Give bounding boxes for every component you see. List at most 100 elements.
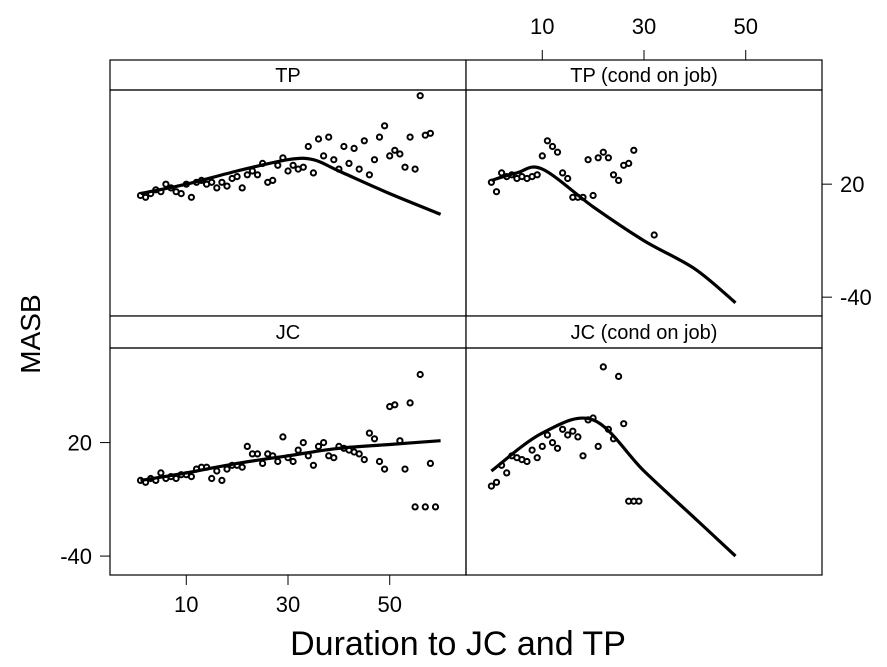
point-jc-17 [223, 465, 231, 473]
point-jc-43 [355, 450, 363, 458]
point-tp-51 [396, 150, 404, 158]
point-tp-29 [284, 167, 292, 175]
point-tp-cond-15 [564, 174, 572, 183]
point-tp-16 [218, 178, 226, 186]
point-jc-cond-16 [569, 427, 577, 435]
smooth-curve-tp [140, 156, 442, 216]
panel-jc-cond [465, 347, 823, 576]
point-tp-cond-14 [559, 169, 567, 177]
point-jc-4 [157, 469, 165, 477]
panel-marks-tp [136, 92, 442, 216]
strip-tp [109, 59, 467, 91]
point-tp-cond-23 [604, 154, 613, 162]
point-jc-cond-13 [553, 444, 562, 452]
point-jc-30 [289, 457, 297, 466]
point-tp-cond-25 [615, 176, 623, 184]
smooth-curve-tp-cond [490, 165, 737, 305]
point-jc-36 [320, 439, 328, 447]
point-tp-cond-28 [630, 146, 638, 154]
point-jc-cond-0 [487, 482, 495, 490]
panel-marks-jc-cond [487, 363, 737, 558]
point-tp-33 [304, 142, 312, 151]
point-jc-56 [421, 503, 429, 511]
point-tp-34 [309, 169, 317, 177]
point-tp-30 [289, 161, 297, 169]
point-tp-cond-27 [625, 159, 633, 167]
point-tp-cond-11 [543, 137, 552, 145]
smooth-curve-jc-cond [490, 416, 737, 558]
strip-title-jc-cond: JC (cond on job) [571, 322, 718, 344]
axis-ticks: 10 10 30 30 50 50 20 20 -40 -40 [60, 14, 872, 617]
strip-title-jc: JC [276, 322, 300, 344]
point-jc-cond-11 [543, 431, 552, 439]
point-jc-34 [309, 461, 317, 469]
point-jc-28 [279, 433, 287, 441]
point-jc-cond-25 [615, 372, 623, 380]
point-tp-cond-24 [609, 171, 618, 179]
point-tp-54 [411, 165, 419, 173]
point-tp-46 [370, 156, 379, 164]
point-jc-cond-18 [579, 452, 587, 460]
point-tp-43 [355, 165, 363, 173]
point-jc-cond-1 [492, 478, 501, 486]
point-tp-40 [340, 142, 348, 151]
point-jc-48 [381, 465, 389, 473]
point-tp-cond-1 [492, 188, 501, 196]
point-jc-27 [274, 457, 282, 466]
point-tp-44 [360, 137, 368, 145]
point-jc-cond-10 [538, 442, 546, 450]
point-jc-cond-14 [559, 425, 567, 433]
point-jc-cond-29 [635, 497, 643, 505]
x-tick-label-top-0: 10 [530, 14, 554, 39]
point-tp-23 [253, 171, 262, 179]
point-jc-57 [426, 459, 434, 467]
point-jc-32 [299, 439, 307, 447]
strip-jc-cond [465, 315, 823, 349]
point-jc-cond-17 [574, 433, 582, 441]
point-jc-38 [330, 454, 338, 462]
point-jc-31 [294, 446, 302, 454]
x-tick-label-top-2: 50 [733, 14, 757, 39]
point-jc-45 [365, 429, 373, 437]
point-jc-7 [172, 474, 180, 483]
panel-marks-jc [136, 370, 441, 511]
point-jc-cond-8 [528, 446, 536, 454]
point-tp-17 [223, 182, 231, 190]
point-jc-cond-7 [523, 457, 531, 466]
x-tick-label-top-1: 30 [632, 14, 656, 39]
point-tp-47 [375, 133, 384, 141]
point-jc-55 [416, 370, 424, 379]
point-jc-24 [259, 459, 267, 467]
point-tp-5 [162, 180, 170, 188]
panel-tp-cond [465, 89, 823, 317]
point-jc-54 [411, 503, 419, 511]
strip-tp-cond [465, 59, 823, 91]
point-tp-cond-19 [584, 156, 592, 164]
point-jc-20 [238, 463, 246, 471]
point-tp-10 [187, 193, 195, 201]
y-tick-label-right-1: -40 [840, 285, 872, 310]
point-tp-cond-20 [589, 191, 597, 200]
point-tp-8 [177, 190, 185, 198]
point-jc-cond-26 [620, 420, 628, 428]
y-tick-label-left-1: -40 [60, 544, 92, 569]
point-tp-32 [299, 163, 307, 171]
point-tp-cond-13 [553, 148, 562, 156]
point-tp-55 [416, 92, 424, 100]
point-tp-36 [320, 152, 328, 160]
point-jc-15 [213, 467, 221, 475]
point-tp-50 [391, 146, 399, 154]
point-tp-48 [381, 122, 389, 130]
point-tp-53 [406, 133, 414, 141]
point-jc-14 [208, 474, 216, 483]
point-jc-21 [243, 442, 251, 450]
point-jc-53 [406, 399, 414, 407]
point-tp-49 [386, 152, 394, 160]
point-tp-15 [213, 184, 221, 192]
point-tp-14 [208, 178, 216, 186]
strip-title-tp-cond: TP (cond on job) [570, 65, 718, 87]
y-tick-label-left-0: 20 [68, 431, 92, 456]
point-jc-58 [431, 503, 440, 511]
